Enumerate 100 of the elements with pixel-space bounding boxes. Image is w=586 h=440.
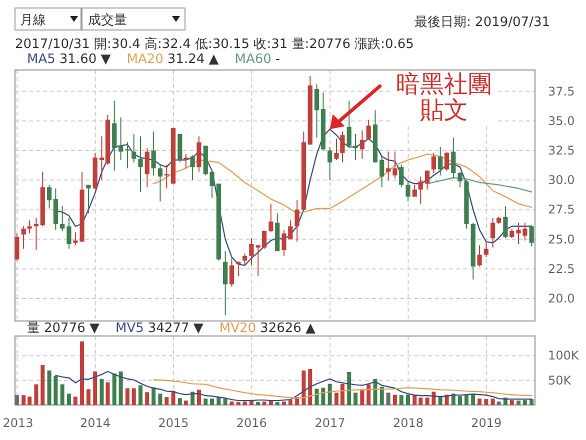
bar <box>354 392 358 405</box>
bar <box>196 390 201 405</box>
candlestick <box>164 164 169 189</box>
text: MA60 <box>234 52 272 67</box>
bar <box>152 387 156 405</box>
candlestick <box>353 133 358 160</box>
bar <box>132 388 136 405</box>
bar <box>125 388 130 405</box>
text: 31.24 ▲ <box>167 52 219 67</box>
bar <box>302 370 306 405</box>
x-tick-label: 2017 <box>314 416 346 430</box>
candlestick <box>503 206 508 239</box>
bar <box>516 400 521 405</box>
bar <box>360 390 364 405</box>
bar <box>321 388 326 405</box>
text: MV20 <box>219 321 256 336</box>
bar <box>275 402 280 405</box>
bar <box>138 385 142 405</box>
bar <box>28 396 32 405</box>
bar <box>223 398 228 405</box>
bar <box>314 388 319 405</box>
candlestick <box>60 206 65 232</box>
candlestick <box>484 241 488 258</box>
bar <box>256 402 260 405</box>
bar <box>184 400 188 405</box>
candlestick <box>406 180 410 202</box>
text: 31.60 ▼ <box>59 52 111 67</box>
bar <box>112 373 116 405</box>
text: MA5 <box>27 52 56 67</box>
bar <box>164 397 169 405</box>
bar <box>484 399 488 405</box>
bar <box>418 398 423 405</box>
line-series <box>55 370 532 402</box>
y-tick-label: 35.0 <box>548 114 575 128</box>
y-tick-label: 37.5 <box>548 84 575 98</box>
candlestick <box>268 203 274 233</box>
bar <box>216 397 221 405</box>
bar <box>432 392 436 405</box>
bar <box>230 402 234 405</box>
candlestick <box>386 151 391 181</box>
candlestick <box>510 228 514 239</box>
bar <box>73 396 78 405</box>
candlestick <box>490 217 496 248</box>
y-tick-label: 22.5 <box>548 262 575 276</box>
bar <box>204 398 208 405</box>
x-tick-label: 2016 <box>236 416 267 430</box>
candlestick <box>477 244 482 268</box>
bar <box>40 365 45 405</box>
candlestick <box>294 200 300 242</box>
bar <box>334 392 338 405</box>
candlestick <box>418 176 423 204</box>
candlestick <box>158 164 163 202</box>
candlestick <box>86 184 91 214</box>
candlestick <box>144 148 150 188</box>
bar <box>66 394 71 405</box>
bar <box>34 384 38 405</box>
candlestick <box>151 131 156 176</box>
candlestick <box>138 136 143 192</box>
candlestick <box>73 232 78 246</box>
candlestick <box>118 116 124 160</box>
bar <box>386 392 390 405</box>
bar <box>406 394 410 405</box>
bar <box>106 382 110 405</box>
annotation: 34277 ▼ <box>148 321 204 336</box>
bar <box>366 384 371 405</box>
bar <box>530 399 534 405</box>
bar <box>425 398 430 405</box>
bar <box>490 398 495 405</box>
bar <box>171 390 176 405</box>
y-tick-label: 32.5 <box>548 144 575 158</box>
candlestick <box>366 119 371 140</box>
bar <box>158 394 162 405</box>
text: MA20 <box>126 52 164 67</box>
text: 成交量 <box>88 12 127 28</box>
bar <box>100 378 104 405</box>
annotation: 20776 ▼ <box>44 321 100 336</box>
text: - <box>275 52 280 67</box>
bar <box>14 395 19 405</box>
bar <box>86 389 90 405</box>
candlestick <box>184 154 188 169</box>
bar <box>458 396 462 405</box>
candlestick <box>451 136 456 178</box>
bar <box>347 372 352 405</box>
bar <box>380 386 384 405</box>
x-tick-label: 2019 <box>471 416 502 430</box>
bar <box>210 398 214 405</box>
y-tick-label: 50K <box>548 373 572 388</box>
candlestick <box>380 156 384 188</box>
bar <box>262 402 266 405</box>
candlestick <box>314 84 320 138</box>
bar <box>80 341 84 405</box>
candlestick <box>529 224 534 247</box>
bar <box>328 384 332 405</box>
text: 月線 <box>20 13 46 28</box>
bar <box>118 371 123 405</box>
bar <box>340 384 344 405</box>
candlestick <box>328 146 332 181</box>
candlestick <box>444 151 450 172</box>
annotation: 32626 ▲ <box>260 321 316 336</box>
bar <box>47 370 52 405</box>
